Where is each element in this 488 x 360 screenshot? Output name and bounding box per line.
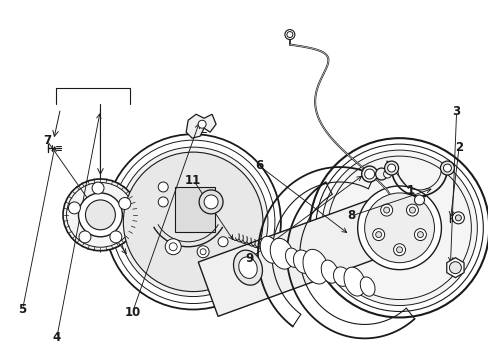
Ellipse shape [66,183,134,247]
Circle shape [78,193,122,237]
Circle shape [443,164,450,172]
Text: 8: 8 [347,210,355,222]
Circle shape [198,120,205,128]
Circle shape [387,164,395,172]
Ellipse shape [293,250,311,273]
Circle shape [406,204,418,216]
Circle shape [361,166,377,182]
Circle shape [199,190,223,214]
Circle shape [165,239,181,255]
Circle shape [158,182,168,192]
Circle shape [372,229,384,240]
Text: 4: 4 [53,331,61,344]
Circle shape [92,182,104,194]
Circle shape [448,262,461,274]
Circle shape [218,237,227,247]
Circle shape [315,144,482,311]
Ellipse shape [360,277,374,296]
Circle shape [454,215,461,221]
Circle shape [68,202,80,214]
Circle shape [383,170,391,178]
Circle shape [110,231,122,243]
Circle shape [119,198,130,210]
Ellipse shape [233,250,262,285]
Circle shape [286,32,292,37]
Circle shape [375,168,387,180]
Circle shape [79,231,91,243]
Circle shape [118,147,267,297]
Ellipse shape [333,267,349,286]
Polygon shape [198,199,390,316]
Ellipse shape [303,249,328,284]
Ellipse shape [270,238,293,269]
Circle shape [440,161,453,175]
Circle shape [384,161,398,175]
Circle shape [321,150,476,306]
Circle shape [364,193,433,263]
Ellipse shape [285,248,300,267]
Circle shape [380,204,392,216]
Text: 5: 5 [19,303,27,316]
Circle shape [414,229,426,240]
Circle shape [203,195,218,209]
Circle shape [357,186,441,270]
Text: 11: 11 [185,174,201,186]
Text: 7: 7 [43,134,51,147]
Circle shape [158,197,168,207]
Circle shape [123,152,263,292]
Circle shape [417,231,423,238]
Circle shape [408,207,415,213]
Circle shape [414,195,424,205]
Circle shape [309,138,488,318]
Circle shape [393,244,405,256]
Circle shape [111,140,274,303]
Polygon shape [446,258,463,278]
Circle shape [200,249,205,255]
Circle shape [327,156,470,300]
Ellipse shape [343,267,365,296]
Polygon shape [175,187,215,232]
Polygon shape [186,114,216,138]
Circle shape [105,134,280,310]
Ellipse shape [260,236,279,263]
Circle shape [364,169,374,179]
Text: 10: 10 [124,306,140,319]
Circle shape [375,231,381,238]
Circle shape [396,247,402,253]
Ellipse shape [63,179,138,251]
Text: 3: 3 [451,105,460,118]
Text: 2: 2 [454,141,462,154]
Ellipse shape [238,257,257,278]
Circle shape [383,207,389,213]
Circle shape [85,200,115,230]
Circle shape [197,246,209,258]
Ellipse shape [321,260,338,283]
Text: 1: 1 [406,184,413,197]
Text: 9: 9 [245,252,253,265]
Circle shape [285,30,294,40]
Text: 6: 6 [254,159,263,172]
Circle shape [451,212,464,224]
Circle shape [169,243,177,251]
